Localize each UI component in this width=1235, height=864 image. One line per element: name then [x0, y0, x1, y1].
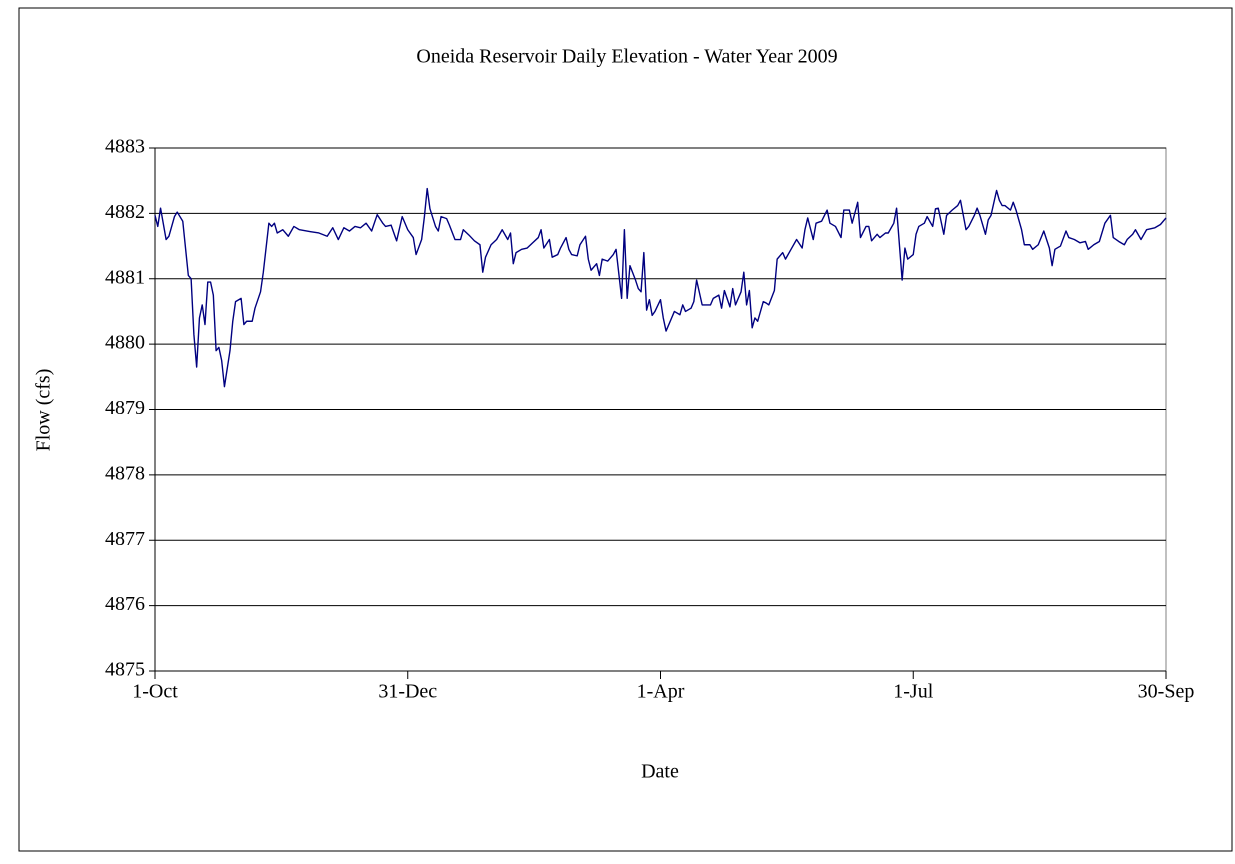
x-axis-label: Date	[641, 761, 679, 783]
y-tick-label: 4881	[105, 266, 145, 288]
chart-frame	[18, 7, 1233, 852]
x-tick-label: 31-Dec	[378, 681, 437, 703]
y-axis-label: Flow (cfs)	[33, 369, 55, 452]
y-tick-label: 4877	[105, 528, 145, 550]
data-line	[154, 187, 1167, 388]
y-tick-label: 4879	[105, 397, 145, 419]
y-tick-label: 4883	[105, 136, 145, 158]
x-tick-label: 1-Apr	[637, 681, 685, 703]
x-tick-label: 1-Jul	[893, 681, 933, 703]
y-tick-label: 4880	[105, 332, 145, 354]
y-tick-label: 4878	[105, 462, 145, 484]
chart-title: Oneida Reservoir Daily Elevation - Water…	[416, 46, 837, 68]
x-tick-label: 1-Oct	[132, 681, 178, 703]
y-tick-label: 4882	[105, 201, 145, 223]
x-tick-label: 30-Sep	[1138, 681, 1195, 703]
y-tick-label: 4875	[105, 659, 145, 681]
y-tick-label: 4876	[105, 593, 145, 615]
